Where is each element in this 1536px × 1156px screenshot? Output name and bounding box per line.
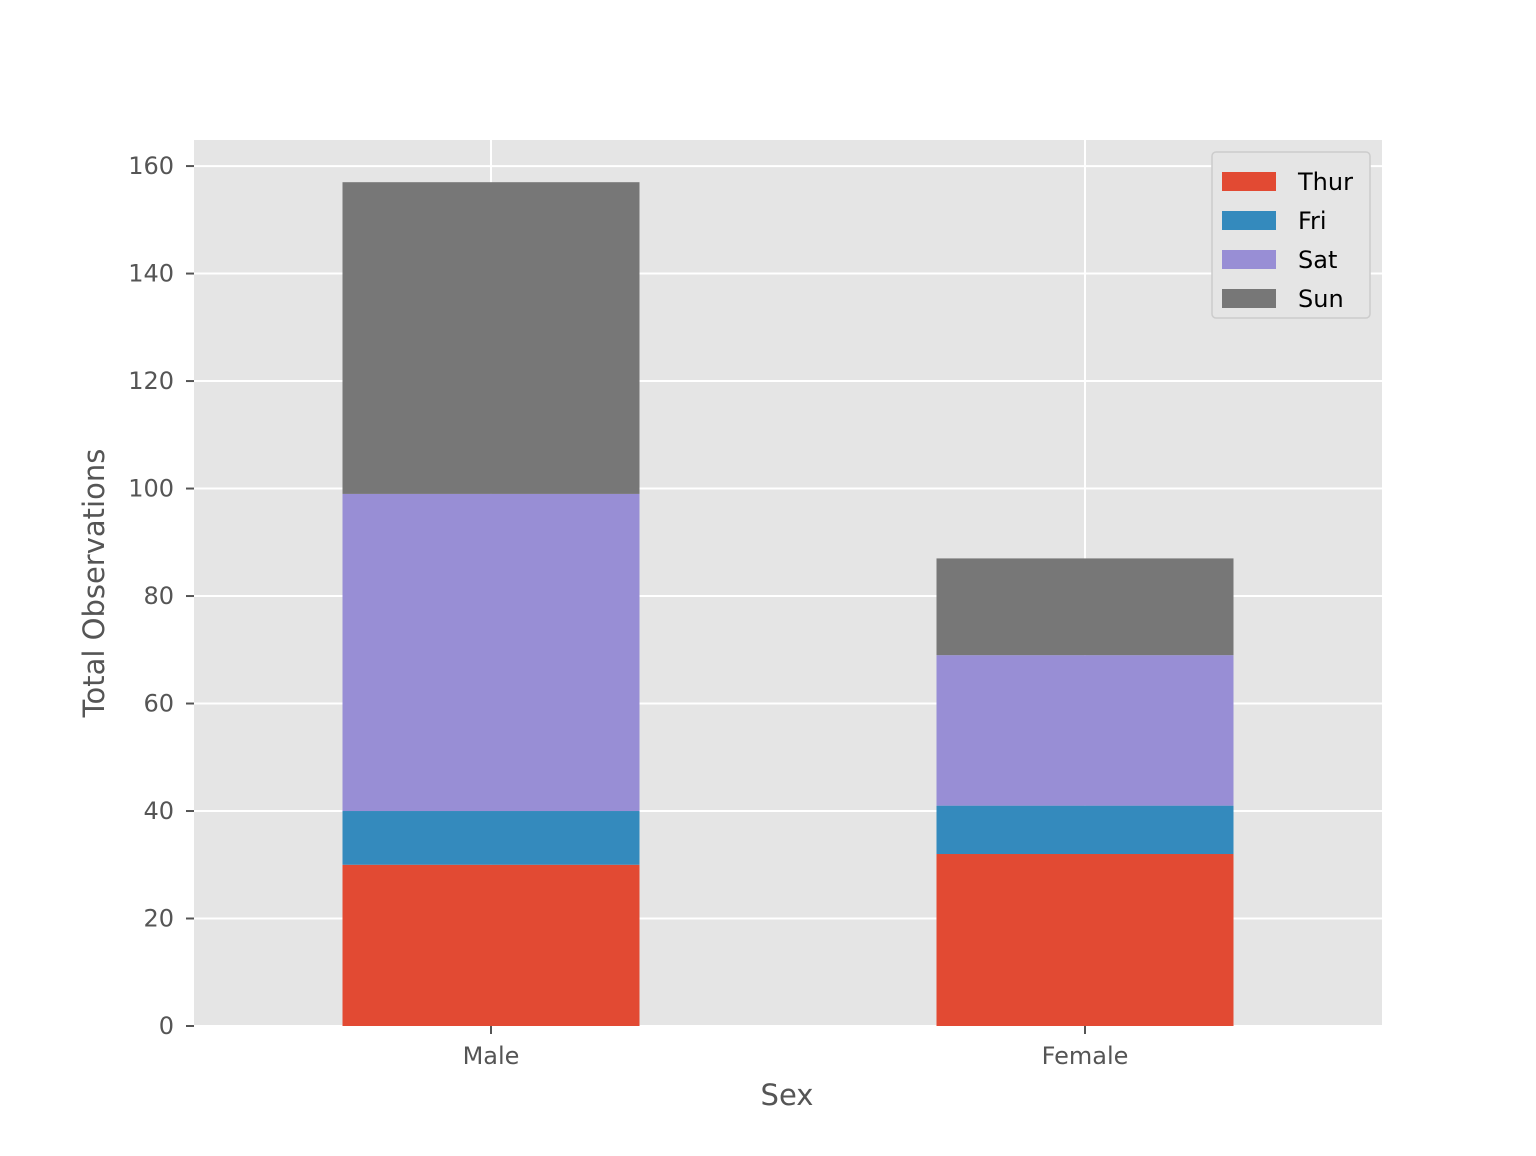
y-tick-label: 80 — [143, 582, 174, 610]
bar-sat-male — [342, 493, 640, 812]
x-axis: Male Female — [463, 1026, 1129, 1070]
legend-label-sun: Sun — [1298, 285, 1344, 313]
x-tick-label: Male — [463, 1042, 520, 1070]
y-tick-label: 60 — [143, 690, 174, 718]
legend-label-sat: Sat — [1298, 246, 1337, 274]
y-tick-label: 160 — [128, 152, 174, 180]
legend-swatch-fri — [1222, 211, 1276, 230]
bar-fri-female — [936, 805, 1234, 855]
bars — [342, 182, 1234, 1026]
legend-swatch-sat — [1222, 250, 1276, 269]
legend-swatch-thur — [1222, 172, 1276, 191]
y-tick-label: 100 — [128, 475, 174, 503]
y-axis-title: Total Observations — [77, 449, 111, 719]
legend-swatch-sun — [1222, 289, 1276, 308]
x-tick-label: Female — [1042, 1042, 1129, 1070]
bar-sun-male — [342, 182, 640, 494]
x-axis-title: Sex — [761, 1078, 814, 1112]
legend-label-fri: Fri — [1298, 207, 1327, 235]
bar-fri-male — [342, 811, 640, 865]
bar-sat-female — [936, 655, 1234, 806]
legend-label-thur: Thur — [1297, 168, 1353, 196]
legend: Thur Fri Sat Sun — [1211, 151, 1371, 319]
legend-box — [1211, 151, 1371, 319]
y-tick-label: 40 — [143, 797, 174, 825]
y-tick-label: 140 — [128, 260, 174, 288]
bar-sun-female — [936, 558, 1234, 656]
y-tick-label: 20 — [143, 905, 174, 933]
y-tick-label: 120 — [128, 367, 174, 395]
y-axis: 0 20 40 60 80 100 120 140 160 — [128, 152, 194, 1040]
bar-thur-male — [342, 864, 640, 1026]
y-tick-label: 0 — [159, 1012, 174, 1040]
bar-thur-female — [936, 854, 1234, 1026]
